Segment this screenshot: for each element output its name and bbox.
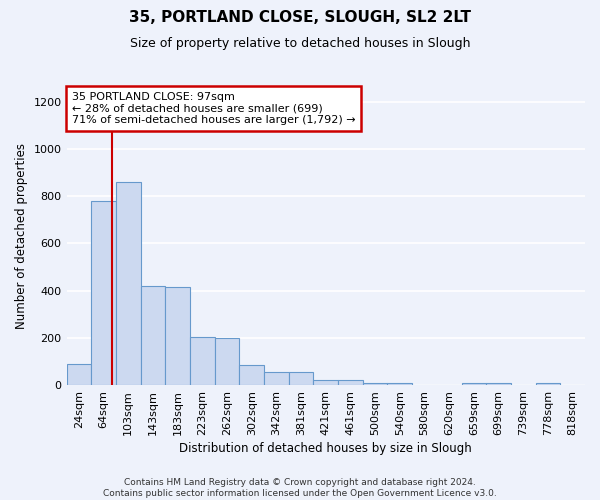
Bar [190, 336, 215, 385]
Bar [388, 382, 412, 385]
Bar [165, 287, 190, 385]
Bar [338, 380, 363, 385]
Text: 35 PORTLAND CLOSE: 97sqm
← 28% of detached houses are smaller (699)
71% of semi-: 35 PORTLAND CLOSE: 97sqm ← 28% of detach… [72, 92, 355, 125]
Bar [215, 338, 239, 385]
Text: 35, PORTLAND CLOSE, SLOUGH, SL2 2LT: 35, PORTLAND CLOSE, SLOUGH, SL2 2LT [129, 10, 471, 25]
Text: Contains HM Land Registry data © Crown copyright and database right 2024.
Contai: Contains HM Land Registry data © Crown c… [103, 478, 497, 498]
Bar [289, 372, 313, 385]
Bar [486, 382, 511, 385]
Text: Size of property relative to detached houses in Slough: Size of property relative to detached ho… [130, 38, 470, 51]
X-axis label: Distribution of detached houses by size in Slough: Distribution of detached houses by size … [179, 442, 472, 455]
Bar [116, 182, 140, 385]
Bar [313, 380, 338, 385]
Bar [536, 382, 560, 385]
Bar [363, 382, 388, 385]
Bar [91, 201, 116, 385]
Bar [67, 364, 91, 385]
Bar [461, 382, 486, 385]
Y-axis label: Number of detached properties: Number of detached properties [15, 144, 28, 330]
Bar [239, 366, 264, 385]
Bar [140, 286, 165, 385]
Bar [264, 372, 289, 385]
